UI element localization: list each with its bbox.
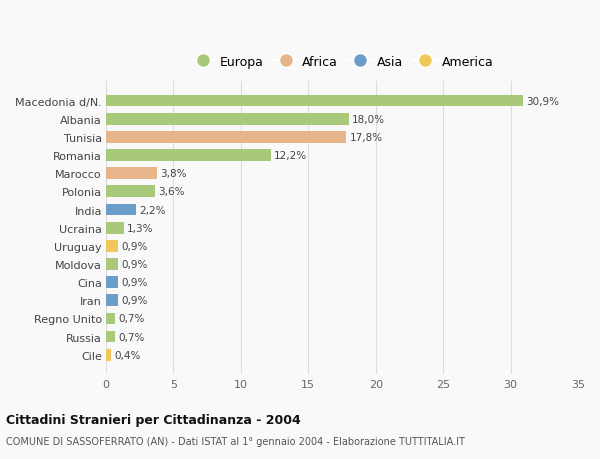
Bar bbox=[106, 204, 136, 216]
Bar bbox=[106, 132, 346, 144]
Bar bbox=[106, 295, 118, 307]
Text: COMUNE DI SASSOFERRATO (AN) - Dati ISTAT al 1° gennaio 2004 - Elaborazione TUTTI: COMUNE DI SASSOFERRATO (AN) - Dati ISTAT… bbox=[6, 436, 465, 446]
Text: 18,0%: 18,0% bbox=[352, 114, 385, 124]
Bar bbox=[106, 313, 115, 325]
Text: 3,6%: 3,6% bbox=[158, 187, 184, 197]
Text: 30,9%: 30,9% bbox=[526, 96, 559, 106]
Bar bbox=[106, 186, 155, 198]
Text: 0,9%: 0,9% bbox=[122, 296, 148, 306]
Text: 0,4%: 0,4% bbox=[115, 350, 141, 360]
Text: 0,9%: 0,9% bbox=[122, 259, 148, 269]
Bar bbox=[106, 95, 523, 107]
Bar bbox=[106, 349, 112, 361]
Bar bbox=[106, 150, 271, 162]
Bar bbox=[106, 241, 118, 252]
Text: 17,8%: 17,8% bbox=[349, 133, 383, 143]
Text: 1,3%: 1,3% bbox=[127, 223, 154, 233]
Text: 0,9%: 0,9% bbox=[122, 278, 148, 287]
Text: 0,9%: 0,9% bbox=[122, 241, 148, 251]
Text: 0,7%: 0,7% bbox=[119, 332, 145, 342]
Text: 12,2%: 12,2% bbox=[274, 151, 307, 161]
Text: 0,7%: 0,7% bbox=[119, 314, 145, 324]
Bar bbox=[106, 258, 118, 270]
Legend: Europa, Africa, Asia, America: Europa, Africa, Asia, America bbox=[185, 50, 499, 73]
Bar bbox=[106, 113, 349, 125]
Text: Cittadini Stranieri per Cittadinanza - 2004: Cittadini Stranieri per Cittadinanza - 2… bbox=[6, 413, 301, 426]
Bar bbox=[106, 331, 115, 343]
Bar bbox=[106, 168, 157, 180]
Bar bbox=[106, 222, 124, 234]
Text: 2,2%: 2,2% bbox=[139, 205, 166, 215]
Text: 3,8%: 3,8% bbox=[161, 169, 187, 179]
Bar bbox=[106, 277, 118, 288]
